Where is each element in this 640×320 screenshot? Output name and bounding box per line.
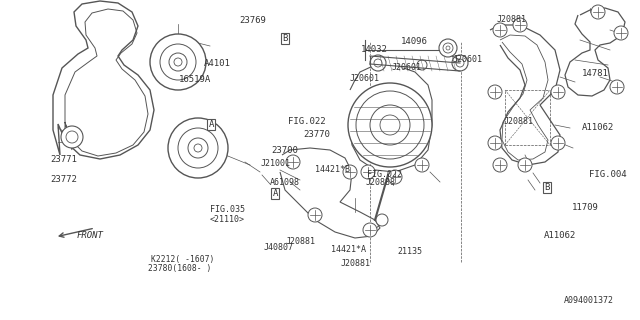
Text: A094001372: A094001372 [564,296,614,305]
Circle shape [286,155,300,169]
Text: J20888: J20888 [366,178,396,187]
Text: 23770: 23770 [303,130,330,139]
Circle shape [178,128,218,168]
Text: 23772: 23772 [51,175,77,184]
Circle shape [417,60,427,70]
Text: FIG.004: FIG.004 [589,170,627,179]
Text: A: A [209,120,214,129]
Circle shape [380,115,400,135]
Text: A11062: A11062 [582,124,614,132]
Text: FRONT: FRONT [76,231,103,240]
Text: FIG.035: FIG.035 [210,205,244,214]
Text: J21001: J21001 [260,159,290,168]
Circle shape [61,126,83,148]
Circle shape [343,165,357,179]
Text: A: A [273,189,278,198]
Circle shape [363,223,377,237]
Text: J40807: J40807 [264,244,293,252]
Circle shape [439,39,457,57]
Circle shape [456,59,464,67]
Circle shape [443,43,453,53]
Text: FIG.022: FIG.022 [367,170,401,179]
Circle shape [591,5,605,19]
Text: A11062: A11062 [544,231,576,240]
Text: K2212( -1607): K2212( -1607) [150,255,214,264]
Circle shape [518,158,532,172]
Text: 23771: 23771 [51,156,77,164]
Text: 21135: 21135 [397,247,422,256]
Circle shape [493,158,507,172]
Circle shape [551,136,565,150]
Circle shape [614,26,628,40]
Circle shape [446,46,450,50]
Text: 23780(1608- ): 23780(1608- ) [147,264,211,273]
Circle shape [376,214,388,226]
Circle shape [388,170,402,184]
Text: 14096: 14096 [401,37,428,46]
Text: 14421*B: 14421*B [316,165,350,174]
Circle shape [361,165,375,179]
Circle shape [370,55,386,71]
Circle shape [188,138,208,158]
Text: J20881: J20881 [340,260,370,268]
Circle shape [66,131,78,143]
Circle shape [174,58,182,66]
Circle shape [150,34,206,90]
Text: J20601: J20601 [350,74,380,83]
Circle shape [308,208,322,222]
Text: <21110>: <21110> [210,215,244,224]
Circle shape [610,80,624,94]
Text: J20601: J20601 [392,63,421,72]
Circle shape [348,83,432,167]
Text: J20881: J20881 [286,237,316,246]
Circle shape [160,44,196,80]
Text: B: B [282,34,287,43]
Text: 16519A: 16519A [179,76,211,84]
Text: FIG.022: FIG.022 [289,117,326,126]
Circle shape [415,158,429,172]
Circle shape [488,136,502,150]
Text: J20881: J20881 [497,15,527,24]
Circle shape [194,144,202,152]
Text: 23769: 23769 [239,16,266,25]
Text: A61098: A61098 [270,178,300,187]
Text: 23700: 23700 [271,146,298,155]
Text: A4101: A4101 [204,60,231,68]
Text: J20881: J20881 [504,117,533,126]
Text: 14781: 14781 [582,69,609,78]
Circle shape [168,118,228,178]
Circle shape [493,23,507,37]
Circle shape [370,105,410,145]
Circle shape [452,55,468,71]
Circle shape [513,18,527,32]
Text: 14032: 14032 [361,45,388,54]
Circle shape [488,85,502,99]
Text: B: B [545,183,550,192]
Text: 11709: 11709 [572,204,599,212]
Circle shape [374,59,382,67]
Circle shape [356,91,424,159]
Text: 14421*A: 14421*A [332,245,366,254]
Circle shape [551,85,565,99]
Text: J20601: J20601 [452,55,482,64]
Circle shape [169,53,187,71]
